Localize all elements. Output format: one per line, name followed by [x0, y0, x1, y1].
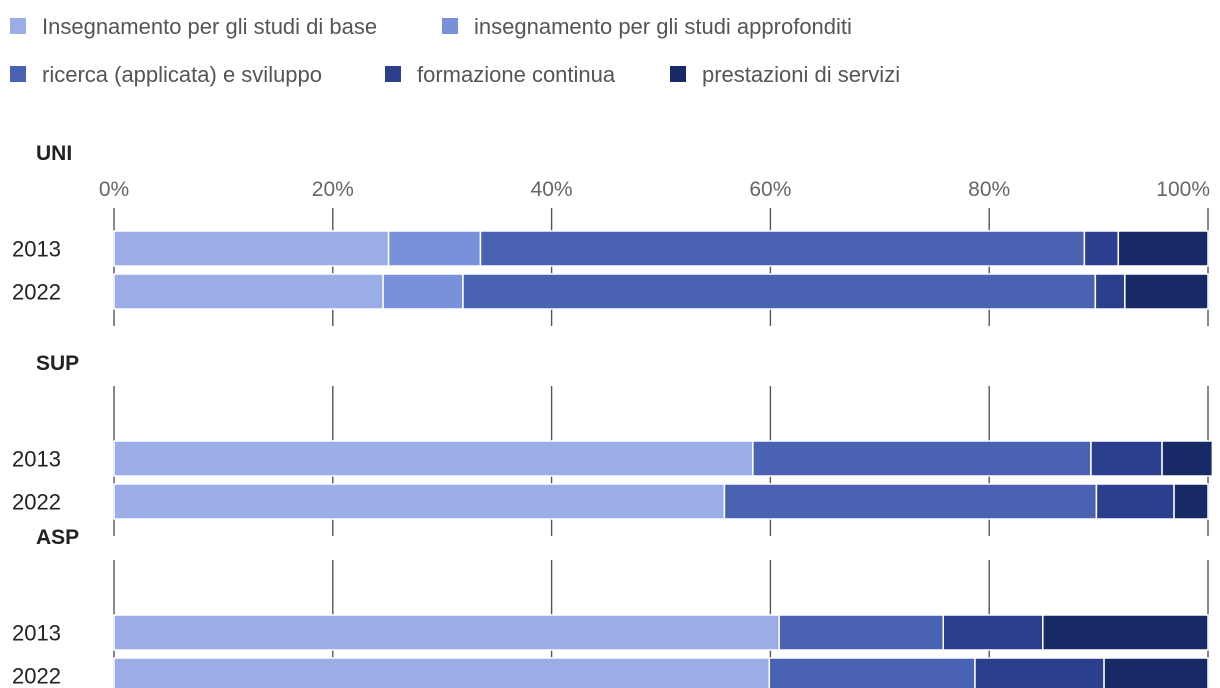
- legend-label-2: insegnamento per gli studi approfonditi: [474, 14, 852, 39]
- bar-segment-uni-2013-s4: [1083, 230, 1120, 267]
- bar-segment-uni-2022-s2: [382, 273, 464, 310]
- bar-segment-asp-2013-s3: [778, 614, 945, 651]
- x-tick-label: 100%: [1156, 178, 1210, 201]
- group-title-uni: UNI: [36, 142, 72, 165]
- bar-segment-uni-2022-s5: [1124, 273, 1209, 310]
- group-title-sup: SUP: [36, 352, 79, 375]
- x-tick-label: 40%: [531, 178, 573, 201]
- bar-segment-asp-2022-s5: [1103, 657, 1209, 688]
- bar-segment-sup-2013-s4: [1090, 440, 1163, 477]
- bar-segment-sup-2013-s3: [752, 440, 1092, 477]
- bar-segment-uni-2022-s3: [462, 273, 1097, 310]
- row-label-uni-2013: 2013: [12, 237, 61, 262]
- x-tick-label: 0%: [99, 178, 129, 201]
- bar-segment-asp-2022-s4: [974, 657, 1105, 688]
- legend-label-3: ricerca (applicata) e sviluppo: [42, 62, 322, 87]
- bar-segment-uni-2022-s4: [1094, 273, 1126, 310]
- row-label-sup-2013: 2013: [12, 447, 61, 472]
- row-label-uni-2022: 2022: [12, 280, 61, 305]
- bar-segment-asp-2022-s1: [113, 657, 771, 688]
- bar-segment-uni-2022-s1: [113, 273, 384, 310]
- bar-segment-asp-2013-s4: [942, 614, 1044, 651]
- row-label-asp-2013: 2013: [12, 621, 61, 646]
- legend-swatch-1: [10, 18, 26, 34]
- bar-segment-sup-2022-s4: [1095, 483, 1175, 520]
- x-tick-label: 80%: [968, 178, 1010, 201]
- bar-segment-sup-2022-s3: [723, 483, 1098, 520]
- legend-swatch-5: [670, 66, 686, 82]
- bar-segment-uni-2013-s1: [113, 230, 390, 267]
- legend-label-5: prestazioni di servizi: [702, 62, 900, 87]
- bar-segment-uni-2013-s3: [479, 230, 1086, 267]
- legend-swatch-4: [385, 66, 401, 82]
- bar-segment-sup-2013-s5: [1161, 440, 1214, 477]
- bar-segment-asp-2013-s5: [1042, 614, 1209, 651]
- bar-segment-sup-2013-s1: [113, 440, 754, 477]
- bar-segment-uni-2013-s2: [387, 230, 482, 267]
- row-label-sup-2022: 2022: [12, 490, 61, 515]
- group-title-asp: ASP: [36, 526, 79, 549]
- bar-segment-sup-2022-s1: [113, 483, 726, 520]
- x-tick-label: 60%: [749, 178, 791, 201]
- legend-swatch-3: [10, 66, 26, 82]
- legend-swatch-2: [442, 18, 458, 34]
- bar-segment-asp-2022-s3: [768, 657, 976, 688]
- bar-segment-sup-2022-s5: [1173, 483, 1209, 520]
- bar-segment-uni-2013-s5: [1117, 230, 1209, 267]
- legend-label-4: formazione continua: [417, 62, 616, 87]
- legend-label-1: Insegnamento per gli studi di base: [42, 14, 377, 39]
- row-label-asp-2022: 2022: [12, 664, 61, 688]
- bar-segment-asp-2013-s1: [113, 614, 780, 651]
- x-tick-label: 20%: [312, 178, 354, 201]
